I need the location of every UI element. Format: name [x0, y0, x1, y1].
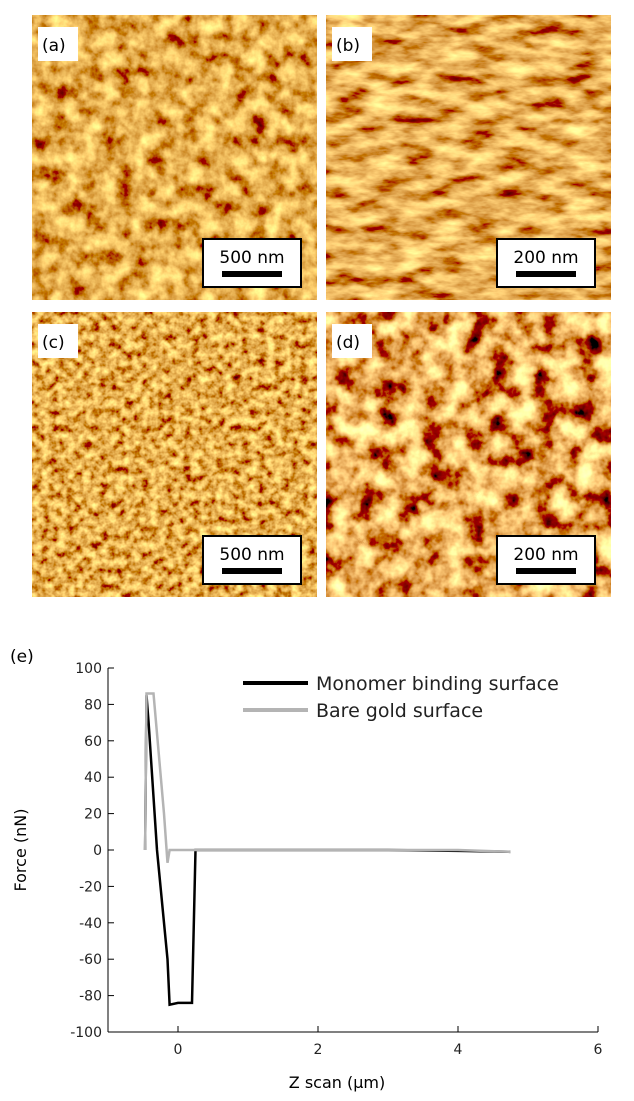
panel-label: (b) [336, 36, 360, 56]
scale-box [202, 535, 302, 585]
scale-bar [222, 568, 282, 574]
x-tick-label: 4 [454, 1042, 463, 1058]
scale-bar [222, 271, 282, 277]
afm-panels: (a) 500 nm (b) 200 nm (c) 500 nm (d) 200 nm [32, 15, 611, 597]
y-tick-label: -80 [79, 989, 102, 1005]
y-tick-label: 0 [93, 843, 102, 859]
x-tick-label: 6 [594, 1042, 603, 1058]
label-box [38, 27, 78, 61]
y-tick-label: 60 [84, 734, 102, 750]
y-axis-label: Force (nN) [11, 809, 30, 892]
y-tick-label: -40 [79, 916, 102, 932]
label-box [332, 324, 372, 358]
scale-text: 200 nm [513, 545, 578, 565]
x-axis-label: Z scan (μm) [289, 1073, 385, 1092]
y-tick-label: 20 [84, 807, 102, 823]
scale-box [496, 535, 596, 585]
y-tick-label: -60 [79, 952, 102, 968]
scale-box [496, 238, 596, 288]
scale-text: 500 nm [219, 248, 284, 268]
panel-label: (c) [42, 333, 65, 353]
y-tick-label: -20 [79, 879, 102, 895]
panel-label: (a) [42, 36, 66, 56]
scale-text: 500 nm [219, 545, 284, 565]
chart-panel-label: (e) [10, 647, 34, 667]
force-chart: (e) 100 80 60 40 20 0 -20 -40 -60 -80 -100 0 2 4 6 Z sca… [10, 647, 603, 1092]
scale-text: 200 nm [513, 248, 578, 268]
legend-label: Monomer binding surface [316, 673, 559, 695]
scale-bar [516, 271, 576, 277]
label-box [38, 324, 78, 358]
y-tick-label: -100 [70, 1025, 102, 1041]
label-box [332, 27, 372, 61]
x-tick-label: 2 [314, 1042, 323, 1058]
y-tick-label: 40 [84, 770, 102, 786]
y-tick-label: 100 [75, 661, 102, 677]
x-tick-label: 0 [174, 1042, 183, 1058]
y-tick-label: 80 [84, 697, 102, 713]
panel-label: (d) [336, 333, 360, 353]
scale-box [202, 238, 302, 288]
series-line [143, 692, 511, 863]
legend-label: Bare gold surface [316, 700, 483, 722]
scale-bar [516, 568, 576, 574]
